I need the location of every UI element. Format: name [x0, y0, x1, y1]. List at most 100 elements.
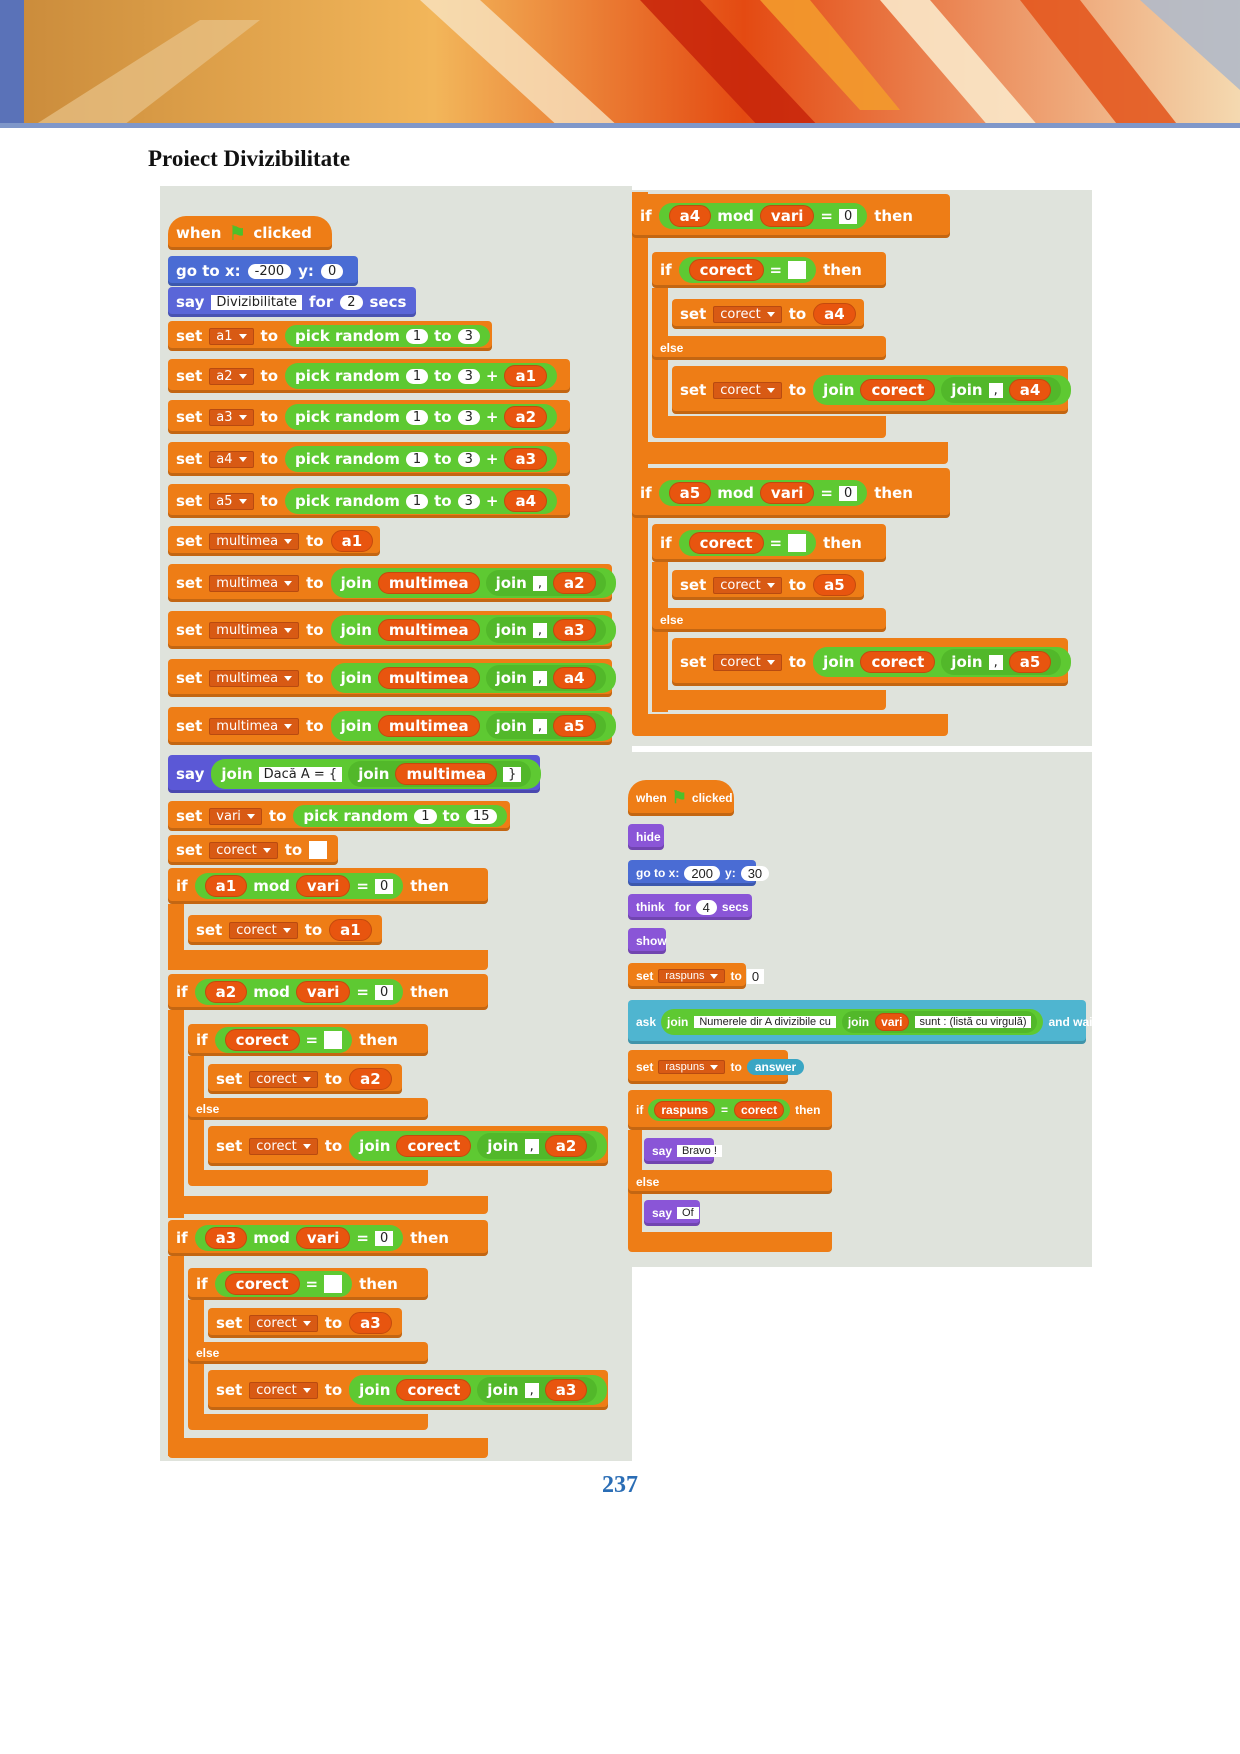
set-raspuns-block[interactable]: set raspuns to 0: [628, 963, 765, 989]
set-corect-a3-block[interactable]: set corect to a3: [208, 1308, 402, 1338]
join-reporter[interactable]: join multimea}: [348, 761, 532, 787]
say-for-secs-block[interactable]: say Divizibilitate for 2 secs: [168, 287, 416, 317]
go-to-xy-block-2[interactable]: go to x: 200 y: 30: [628, 860, 770, 886]
from-input[interactable]: 1: [405, 409, 429, 425]
variable-reporter[interactable]: corect: [396, 1379, 472, 1401]
variable-reporter[interactable]: a4: [1008, 379, 1052, 401]
set-a2-block[interactable]: set a2 to pick random 1 to 3 + a1: [168, 359, 570, 393]
secs-input[interactable]: 2: [340, 294, 363, 310]
join-reporter[interactable]: join corect join, a5: [813, 647, 1072, 677]
variable-reporter[interactable]: a2: [349, 1068, 392, 1090]
join-reporter[interactable]: join Numerele dir A divizibile cu join vari…: [661, 1009, 1044, 1035]
if-corect-empty-block[interactable]: if corect = then: [188, 1024, 428, 1056]
variable-dropdown[interactable]: multimea: [209, 574, 300, 592]
variable-reporter[interactable]: a3: [204, 1227, 248, 1249]
say-of-block[interactable]: say Of: [644, 1200, 700, 1226]
equals-condition[interactable]: a4 mod vari = 0: [658, 203, 868, 229]
variable-reporter[interactable]: corect: [860, 651, 936, 673]
pick-random-reporter[interactable]: pick random 1 to 3: [285, 325, 490, 347]
join-reporter[interactable]: join, a3: [485, 617, 606, 643]
equals-condition[interactable]: a3 mod vari = 0: [194, 1225, 404, 1251]
variable-reporter[interactable]: raspuns: [654, 1101, 716, 1119]
join-reporter[interactable]: join Dacă A = {join multimea}: [211, 759, 542, 789]
variable-reporter[interactable]: vari: [875, 1013, 909, 1031]
join-reporter[interactable]: join multimea join, a3: [330, 615, 616, 645]
when-flag-clicked-block-2[interactable]: when ⚑ clicked: [628, 780, 734, 816]
join-reporter[interactable]: join, a4: [941, 377, 1062, 403]
secs-input[interactable]: 4: [695, 899, 717, 915]
equals-condition[interactable]: a5 mod vari = 0: [658, 480, 868, 506]
set-a4-block[interactable]: set a4 to pick random 1 to 3 + a3: [168, 442, 570, 476]
variable-dropdown[interactable]: multimea: [209, 717, 300, 735]
join-reporter[interactable]: join corect join, a4: [813, 375, 1072, 405]
from-input[interactable]: 1: [405, 368, 429, 384]
empty-text-input[interactable]: [309, 841, 328, 859]
variable-reporter[interactable]: corect: [860, 379, 936, 401]
equals-condition[interactable]: corect =: [678, 257, 817, 283]
variable-reporter[interactable]: a5: [813, 574, 856, 596]
set-corect-a4-block[interactable]: set corect to a4: [672, 299, 864, 329]
from-input[interactable]: 1: [405, 328, 429, 344]
say-bravo-block[interactable]: say Bravo !: [644, 1138, 722, 1164]
to-input[interactable]: 3: [457, 368, 480, 384]
equals-condition[interactable]: corect =: [678, 530, 817, 556]
join-reporter[interactable]: join, a2: [485, 570, 606, 596]
comma-input[interactable]: ,: [988, 654, 1003, 670]
zero-input[interactable]: 0: [838, 208, 858, 224]
brace-input[interactable]: }: [503, 766, 522, 782]
variable-reporter[interactable]: multimea: [377, 715, 480, 737]
variable-reporter[interactable]: a3: [504, 448, 548, 470]
set-multimea-join-a2-block[interactable]: set multimea to join multimea join, a2: [168, 564, 616, 602]
variable-reporter[interactable]: a4: [813, 303, 856, 325]
if-a4-mod-block[interactable]: if a4 mod vari = 0 then: [632, 194, 950, 238]
variable-reporter[interactable]: a1: [504, 365, 548, 387]
empty-text-input[interactable]: [324, 1031, 343, 1049]
variable-reporter[interactable]: a5: [668, 482, 712, 504]
equals-condition[interactable]: raspuns = corect: [648, 1099, 791, 1121]
variable-reporter[interactable]: multimea: [377, 619, 480, 641]
variable-reporter[interactable]: corect: [688, 532, 764, 554]
to-input[interactable]: 3: [457, 451, 480, 467]
to-input[interactable]: 15: [466, 808, 497, 824]
variable-reporter[interactable]: a1: [204, 875, 248, 897]
variable-reporter[interactable]: a2: [553, 572, 596, 594]
variable-reporter[interactable]: a3: [544, 1379, 588, 1401]
when-flag-clicked-block[interactable]: when ⚑ clicked: [168, 216, 332, 250]
x-input[interactable]: -200: [247, 263, 292, 279]
join-reporter[interactable]: join multimea join, a5: [330, 711, 616, 741]
comma-input[interactable]: ,: [532, 718, 548, 734]
variable-reporter[interactable]: a2: [204, 981, 248, 1003]
x-input[interactable]: 200: [684, 865, 721, 881]
value-input[interactable]: 0: [746, 968, 765, 984]
if-corect-empty-block[interactable]: if corect = then: [188, 1268, 428, 1300]
set-corect-join-a4-block[interactable]: set corect to join corect join, a4: [672, 366, 1072, 414]
equals-condition[interactable]: a1 mod vari = 0: [194, 873, 404, 899]
set-corect-join-a2-block[interactable]: set corect to join corect join, a2: [208, 1126, 608, 1166]
empty-text-input[interactable]: [788, 261, 807, 279]
say-daca-block[interactable]: say join Dacă A = {join multimea}: [168, 755, 542, 793]
join-reporter[interactable]: join multimea join, a4: [330, 663, 616, 693]
variable-dropdown[interactable]: corect: [713, 305, 782, 323]
set-multimea-join-a3-block[interactable]: set multimea to join multimea join, a3: [168, 611, 616, 649]
join-reporter[interactable]: join corect join, a2: [349, 1131, 608, 1161]
equals-condition[interactable]: a2 mod vari = 0: [194, 979, 404, 1005]
join-reporter[interactable]: join, a4: [485, 665, 606, 691]
set-corect-empty-block[interactable]: set corect to: [168, 835, 338, 865]
answer-reporter[interactable]: answer: [746, 1059, 805, 1075]
if-a5-mod-block[interactable]: if a5 mod vari = 0 then: [632, 468, 950, 518]
variable-dropdown[interactable]: corect: [229, 921, 298, 939]
variable-reporter[interactable]: a5: [553, 715, 596, 737]
variable-reporter[interactable]: a2: [544, 1135, 588, 1157]
comma-input[interactable]: ,: [532, 670, 548, 686]
plus-reporter[interactable]: pick random 1 to 3 + a2: [285, 404, 558, 430]
variable-dropdown[interactable]: corect: [209, 841, 278, 859]
variable-reporter[interactable]: corect: [224, 1029, 300, 1051]
if-a1-mod-block[interactable]: if a1 mod vari = 0 then: [168, 868, 488, 904]
from-input[interactable]: 1: [405, 493, 429, 509]
say-text-input[interactable]: Divizibilitate: [211, 294, 302, 310]
set-corect-a1-block[interactable]: set corect to a1: [188, 915, 382, 945]
variable-reporter[interactable]: a5: [1008, 651, 1052, 673]
variable-reporter[interactable]: corect: [396, 1135, 472, 1157]
variable-dropdown[interactable]: a3: [209, 408, 254, 426]
variable-dropdown[interactable]: corect: [713, 653, 782, 671]
